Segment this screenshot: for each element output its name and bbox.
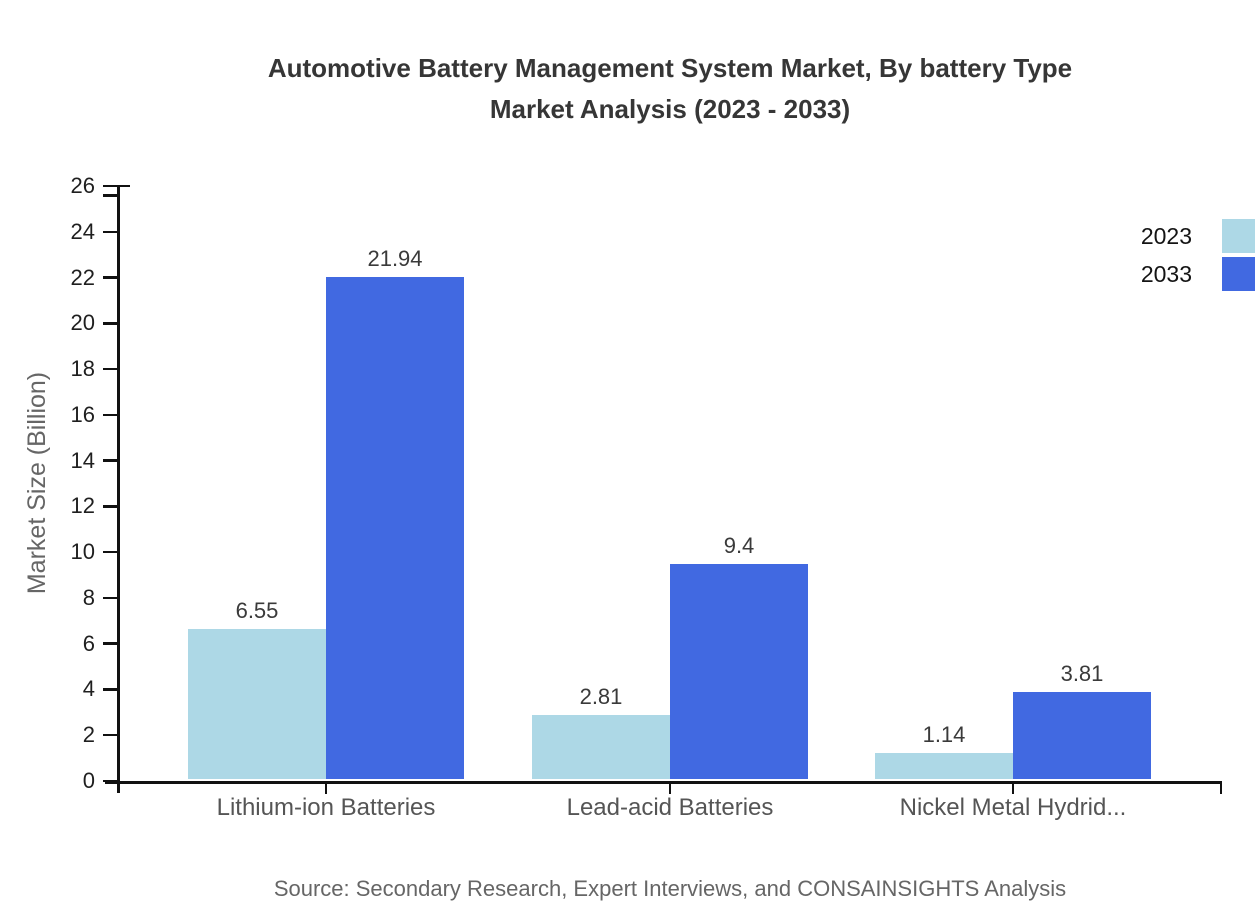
y-tick-2 [103, 733, 119, 737]
chart-title: Automotive Battery Management System Mar… [80, 48, 1260, 130]
y-tick-label-0: 0 [82, 768, 95, 793]
y-tick-label-4: 4 [82, 676, 95, 702]
bar-2033-nickel-metal-hydrid [1013, 691, 1151, 779]
y-tick-6 [103, 642, 119, 645]
y-tick-label-18: 18 [70, 356, 95, 382]
x-axis-line [105, 781, 1222, 784]
bar-value-2023-nickel-metal-hydrid: 1.14 [922, 721, 966, 747]
y-tick-22 [103, 276, 119, 279]
y-tick-12 [103, 505, 119, 508]
bar-2033-lead-acid-batteries [670, 563, 808, 779]
bar-value-2023-lead-acid-batteries: 2.81 [579, 683, 623, 709]
y-tick-label-8: 8 [82, 584, 95, 610]
y-tick-label-2: 2 [82, 722, 95, 748]
x-axis-end-tick [1219, 781, 1222, 794]
chart-title-line2: Market Analysis (2023 - 2033) [489, 94, 851, 124]
y-tick-20 [103, 322, 119, 325]
x-tick-nickel-metal-hydrid [1011, 781, 1015, 794]
legend-label-2023: 2023 [1140, 222, 1192, 249]
bar-2023-lithium-ion-batteries [188, 629, 326, 779]
legend-label-2033: 2033 [1140, 260, 1192, 287]
bar-value-2033-lead-acid-batteries: 9.4 [723, 532, 755, 558]
y-tick-10 [103, 550, 119, 554]
x-tick-lithium-ion-batteries [324, 781, 328, 794]
x-tick-lead-acid-batteries [668, 781, 672, 794]
y-tick-label-20: 20 [70, 310, 95, 336]
chart-title-line1: Automotive Battery Management System Mar… [267, 53, 1073, 83]
y-tick-26 [103, 184, 130, 188]
bar-value-2033-nickel-metal-hydrid: 3.81 [1060, 660, 1104, 686]
y-tick-8 [103, 596, 119, 600]
y-axis-title: Market Size (Billion) [23, 371, 51, 595]
y-axis-top-cap-mark [103, 194, 119, 197]
bar-2033-lithium-ion-batteries [326, 276, 464, 779]
legend-swatch-2033 [1222, 257, 1255, 291]
category-label-lithium-ion-batteries: Lithium-ion Batteries [216, 794, 436, 821]
y-tick-4 [103, 688, 119, 691]
bar-2023-lead-acid-batteries [532, 714, 670, 779]
y-axis-line [117, 186, 120, 793]
y-tick-14 [103, 459, 119, 462]
source-note: Source: Secondary Research, Expert Inter… [273, 876, 1067, 901]
legend-row-2023: 2023 [1141, 219, 1255, 253]
bar-value-2033-lithium-ion-batteries: 21.94 [367, 245, 423, 271]
category-label-nickel-metal-hydrid: Nickel Metal Hydrid... [899, 794, 1127, 821]
legend-swatch-2023 [1222, 219, 1255, 253]
plot-area: 0 2 4 6 8 10 12 14 16 18 20 22 24 26 6.55 2.81 1.14 21.94… [71, 173, 1222, 821]
y-tick-18 [103, 367, 119, 371]
y-tick-label-16: 16 [70, 401, 95, 427]
bar-value-2023-lithium-ion-batteries: 6.55 [235, 598, 279, 624]
y-tick-label-10: 10 [70, 539, 95, 565]
y-tick-label-22: 22 [70, 264, 95, 290]
category-label-lead-acid-batteries: Lead-acid Batteries [566, 794, 774, 821]
bar-2023-nickel-metal-hydrid [875, 752, 1013, 779]
legend: 2023 2033 [1141, 219, 1255, 295]
y-tick-label-6: 6 [82, 630, 95, 656]
y-tick-0 [103, 779, 119, 783]
y-tick-label-24: 24 [70, 218, 95, 244]
y-tick-16 [103, 413, 119, 417]
y-tick-label-26: 26 [70, 173, 95, 198]
y-tick-24 [103, 230, 119, 234]
y-tick-label-12: 12 [70, 493, 95, 519]
y-tick-label-14: 14 [70, 447, 95, 473]
legend-row-2033: 2033 [1141, 257, 1255, 291]
